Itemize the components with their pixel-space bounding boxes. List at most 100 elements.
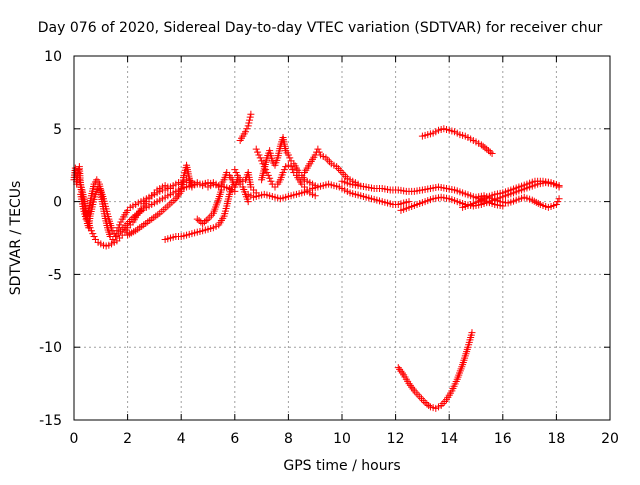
- data-point-marker: [416, 393, 424, 401]
- x-tick-label: 6: [230, 431, 239, 447]
- data-point-marker: [311, 192, 319, 200]
- data-point-marker: [220, 183, 228, 191]
- data-point-marker: [231, 166, 239, 174]
- data-point-marker: [266, 174, 274, 182]
- x-tick-label: 12: [387, 431, 405, 447]
- data-point-marker: [408, 383, 416, 391]
- data-point-marker: [439, 399, 447, 407]
- data-point-marker: [228, 183, 236, 191]
- data-point-marker: [441, 398, 449, 406]
- y-tick-label: 0: [53, 195, 62, 211]
- data-point-marker: [173, 193, 181, 201]
- data-point-marker: [129, 214, 137, 222]
- y-tick-label: -15: [39, 413, 62, 429]
- x-tick-label: 20: [601, 431, 619, 447]
- data-point-marker: [325, 158, 333, 166]
- data-point-marker: [314, 145, 322, 153]
- data-series: [70, 110, 563, 412]
- data-point-marker: [193, 215, 201, 223]
- data-point-marker: [244, 198, 252, 206]
- chart-title: Day 076 of 2020, Sidereal Day-to-day VTE…: [38, 20, 603, 36]
- data-point-marker: [112, 233, 120, 241]
- data-point-marker: [133, 211, 141, 219]
- data-point-marker: [116, 221, 124, 229]
- data-point-marker: [418, 395, 426, 403]
- data-point-marker: [243, 125, 251, 133]
- data-point-marker: [324, 156, 332, 164]
- data-point-marker: [340, 170, 348, 178]
- data-point-marker: [479, 142, 487, 150]
- data-point-marker: [246, 116, 254, 124]
- x-axis-label: GPS time / hours: [283, 458, 400, 474]
- data-point-marker: [267, 177, 275, 185]
- x-tick-label: 10: [333, 431, 351, 447]
- data-point-marker: [394, 364, 402, 372]
- data-point-marker: [254, 148, 262, 156]
- data-point-marker: [200, 218, 208, 226]
- data-point-marker: [485, 147, 493, 155]
- data-point-marker: [90, 233, 98, 241]
- data-point-marker: [419, 397, 427, 405]
- data-point-marker: [405, 380, 413, 388]
- y-axis-label: SDTVAR / TECUs: [8, 181, 24, 296]
- data-point-marker: [195, 217, 203, 225]
- data-point-marker: [334, 165, 342, 173]
- data-point-marker: [131, 212, 139, 220]
- data-point-marker: [468, 329, 476, 337]
- x-tick-label: 16: [494, 431, 512, 447]
- data-point-marker: [483, 145, 491, 153]
- data-point-marker: [252, 145, 260, 153]
- data-point-marker: [175, 191, 183, 199]
- data-point-marker: [414, 391, 422, 399]
- data-point-marker: [477, 141, 485, 149]
- x-tick-label: 2: [123, 431, 132, 447]
- data-point-marker: [406, 381, 414, 389]
- data-point-marker: [246, 113, 254, 121]
- data-point-marker: [258, 157, 266, 165]
- y-tick-label: -5: [48, 267, 62, 283]
- data-point-marker: [138, 206, 146, 214]
- data-point-marker: [412, 389, 420, 397]
- axis-ticks: 0 2 4 6 8 10 12 14 16 18 20 -15 -10 -5 0 5 10: [39, 49, 619, 447]
- data-point-marker: [398, 369, 406, 377]
- data-point-marker: [247, 110, 255, 118]
- data-point-marker: [263, 168, 271, 176]
- x-tick-label: 4: [177, 431, 186, 447]
- data-point-marker: [288, 166, 296, 174]
- data-point-marker: [423, 400, 431, 408]
- y-tick-label: 10: [44, 49, 62, 65]
- data-point-marker: [421, 399, 429, 407]
- data-point-marker: [552, 201, 560, 209]
- data-point-marker: [202, 217, 210, 225]
- data-point-marker: [279, 168, 287, 176]
- data-point-marker: [409, 385, 417, 393]
- y-tick-label: 5: [53, 122, 62, 138]
- data-point-marker: [199, 219, 207, 227]
- data-point-marker: [481, 144, 489, 152]
- x-tick-label: 0: [70, 431, 79, 447]
- data-point-marker: [554, 198, 562, 206]
- data-point-marker: [134, 209, 142, 217]
- data-point-marker: [172, 195, 180, 203]
- data-point-marker: [242, 128, 250, 136]
- data-point-marker: [488, 150, 496, 158]
- data-point-marker: [125, 217, 133, 225]
- data-point-marker: [342, 172, 350, 180]
- data-point-marker: [166, 183, 174, 191]
- x-tick-label: 14: [440, 431, 458, 447]
- data-point-marker: [176, 189, 184, 197]
- data-point-marker: [315, 148, 323, 156]
- data-point-marker: [136, 208, 144, 216]
- data-point-marker: [206, 213, 214, 221]
- data-point-marker: [188, 183, 196, 191]
- data-point-marker: [286, 154, 294, 162]
- data-point-marker: [256, 154, 264, 162]
- data-point-marker: [336, 167, 344, 175]
- data-point-marker: [555, 195, 563, 203]
- data-point-marker: [396, 365, 404, 373]
- grid: [74, 56, 610, 420]
- data-point-marker: [284, 151, 292, 159]
- data-point-marker: [117, 218, 125, 226]
